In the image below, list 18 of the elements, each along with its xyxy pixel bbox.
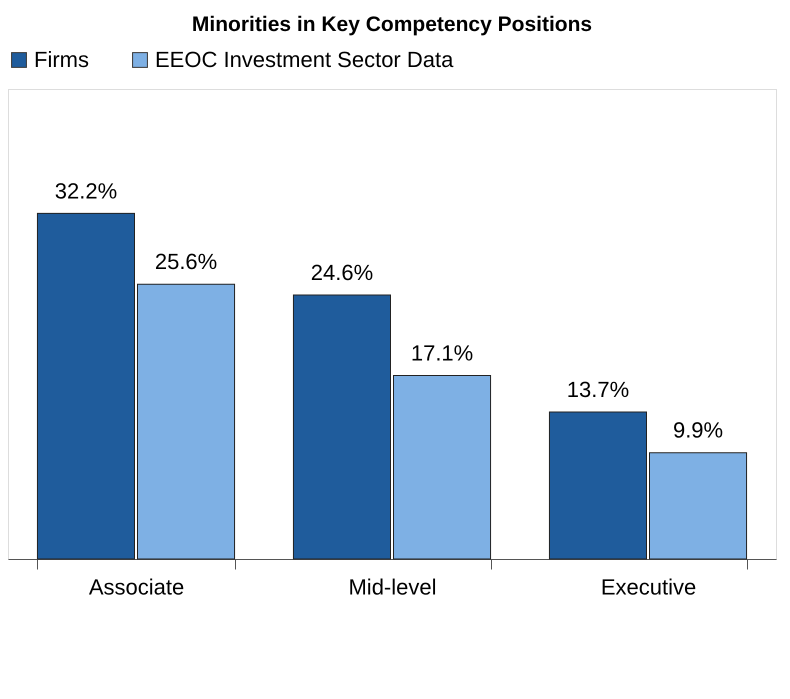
data-label: 32.2%: [54, 178, 118, 204]
data-label: 24.6%: [310, 260, 374, 285]
data-label: 17.1%: [410, 340, 474, 366]
bar: [36, 212, 135, 560]
x-tick-label: Associate: [88, 574, 184, 600]
bar: [137, 284, 236, 560]
chart-title: Minorities in Key Competency Positions: [192, 13, 592, 36]
x-tick-label: Executive: [600, 574, 696, 600]
data-label: 25.6%: [154, 249, 218, 274]
bar: [548, 411, 647, 560]
data-label: 13.7%: [566, 376, 630, 402]
bar: [393, 374, 492, 560]
legend-label: Firms: [34, 47, 89, 72]
x-tick-label: Mid-level: [348, 574, 437, 600]
bar: [292, 294, 391, 560]
data-label: 9.9%: [672, 418, 724, 443]
bar: [649, 452, 748, 560]
legend-label: EEOC Investment Sector Data: [155, 47, 454, 72]
